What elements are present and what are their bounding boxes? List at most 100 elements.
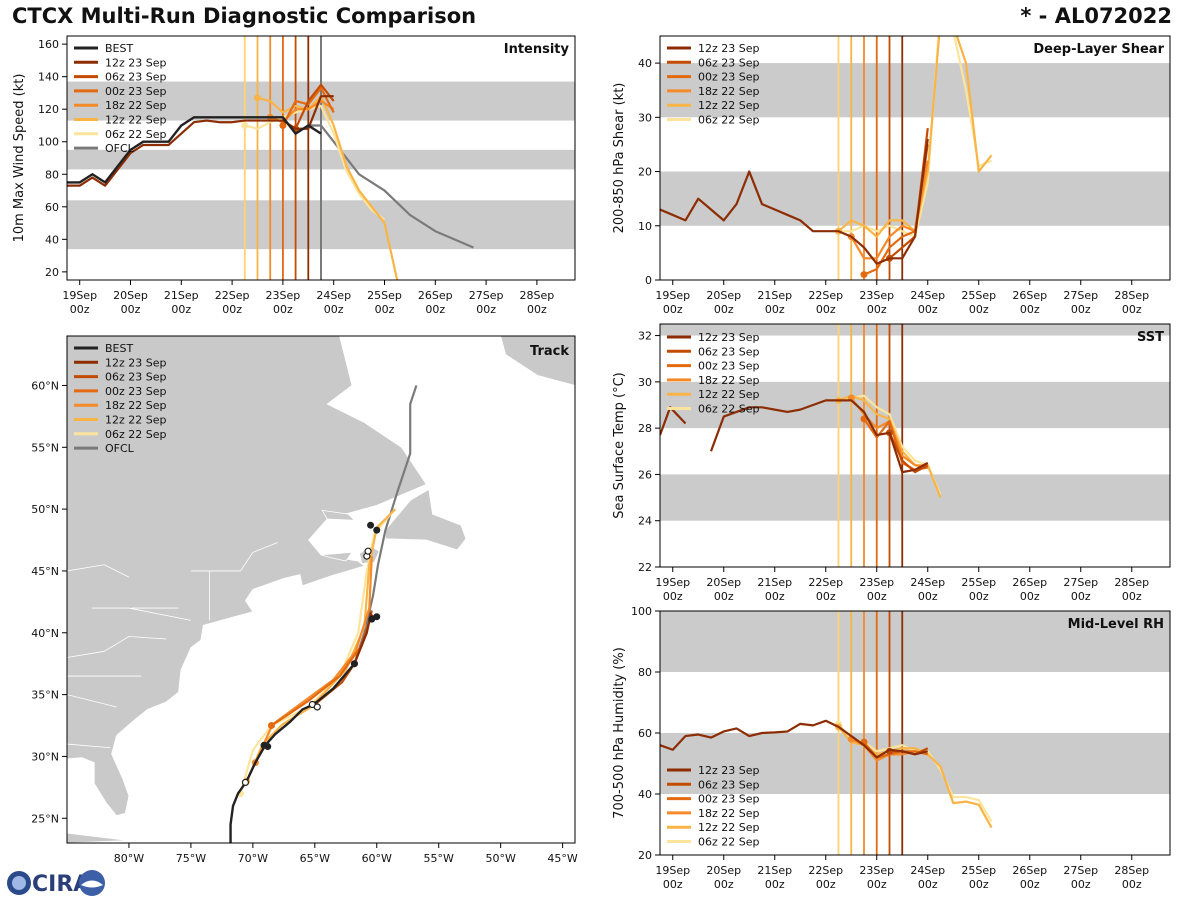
sst-xtick-label: 26Sep — [1012, 576, 1047, 589]
track-position-point-open — [364, 547, 372, 555]
intensity-xtick-label: 22Sep — [215, 289, 250, 302]
track-border-8 — [67, 743, 111, 749]
sst-band-1 — [660, 381, 1170, 429]
sst-xtick-label: 23Sep — [859, 576, 894, 589]
intensity-ytick-label: 40 — [45, 233, 59, 246]
shear-ytick-label: 10 — [638, 220, 652, 233]
rh-band-1 — [660, 611, 1170, 672]
sst-xtick-label: 20Sep — [706, 576, 741, 589]
intensity-ytick-label: 60 — [45, 201, 59, 214]
intensity-xtick-label: 19Sep — [62, 289, 97, 302]
sst-xtick-label: 28Sep — [1114, 576, 1149, 589]
rh-xtick-label: 27Sep — [1063, 864, 1098, 877]
intensity-legend-label: 06z 23 Sep — [105, 71, 167, 84]
rh-xtick-sublabel: 00z — [969, 878, 989, 891]
track-ytick-label: 55°N — [31, 441, 59, 454]
rh-legend-label: 00z 23 Sep — [698, 793, 760, 806]
track-land-6 — [67, 832, 129, 843]
shear-ytick-label: 40 — [638, 57, 652, 70]
sst-band-0 — [660, 474, 1170, 521]
track-land-0 — [67, 336, 427, 817]
intensity-xtick-label: 27Sep — [469, 289, 504, 302]
rh-ytick-label: 60 — [638, 727, 652, 740]
intensity-xtick-sublabel: 00z — [375, 303, 395, 316]
sst-xtick-sublabel: 00z — [867, 590, 887, 603]
sst-series-12z-23-sep — [709, 399, 929, 474]
shear-xtick-label: 24Sep — [910, 289, 945, 302]
sst-legend-label: 06z 23 Sep — [698, 345, 760, 358]
shear-xtick-label: 25Sep — [961, 289, 996, 302]
sst-series-06z-23-sep — [888, 432, 929, 474]
intensity-xtick-sublabel: 00z — [527, 303, 547, 316]
shear-xtick-sublabel: 00z — [1122, 303, 1142, 316]
track-legend-label: 12z 23 Sep — [105, 356, 167, 369]
track-xtick-label: 65°W — [300, 852, 330, 865]
track-xtick-label: 80°W — [114, 852, 144, 865]
rh-ytick-label: 100 — [631, 605, 652, 618]
intensity-xtick-sublabel: 00z — [121, 303, 141, 316]
sst-ytick-label: 32 — [638, 330, 652, 343]
shear-xtick-sublabel: 00z — [969, 303, 989, 316]
shear-xtick-label: 21Sep — [757, 289, 792, 302]
page-title: CTCX Multi-Run Diagnostic Comparison — [12, 4, 477, 28]
rh-ylabel: 700-500 hPa Humidity (%) — [612, 647, 627, 819]
rh-xtick-label: 23Sep — [859, 864, 894, 877]
shear-xtick-label: 20Sep — [706, 289, 741, 302]
track-series-12z-22-sep — [245, 508, 397, 782]
shear-band-1 — [660, 63, 1170, 118]
storm-id: * - AL072022 — [1020, 4, 1172, 28]
rh-ytick-label: 40 — [638, 788, 652, 801]
shear-xtick-label: 22Sep — [808, 289, 843, 302]
sst-xtick-sublabel: 00z — [816, 590, 836, 603]
sst-ylabel: Sea Surface Temp (°C) — [612, 372, 627, 519]
shear-ytick-label: 0 — [645, 274, 652, 287]
sst-ytick-label: 28 — [638, 422, 652, 435]
track-position-point — [367, 521, 375, 529]
sst-xtick-sublabel: 00z — [765, 590, 785, 603]
shear-plot-area — [660, 36, 1170, 280]
intensity-legend-label: 12z 22 Sep — [105, 114, 167, 127]
sst-legend-label: 00z 23 Sep — [698, 360, 760, 373]
intensity-run-start-point — [279, 121, 287, 129]
track-xtick-label: 70°W — [238, 852, 268, 865]
shear-legend-label: 00z 23 Sep — [698, 71, 760, 84]
rh-xtick-sublabel: 00z — [1071, 878, 1091, 891]
sst-xtick-sublabel: 00z — [1071, 590, 1091, 603]
sst-xtick-sublabel: 00z — [969, 590, 989, 603]
intensity-ytick-label: 100 — [38, 136, 59, 149]
rh-xtick-label: 22Sep — [808, 864, 843, 877]
shear-xtick-label: 28Sep — [1114, 289, 1149, 302]
track-series-18z-22-sep — [254, 556, 373, 764]
shear-title: Deep-Layer Shear — [1033, 42, 1164, 57]
intensity-series-06z-22-sep — [244, 104, 386, 221]
shear-xtick-sublabel: 00z — [816, 303, 836, 316]
shear-frame — [659, 35, 1171, 281]
track-xtick-label: 55°W — [424, 852, 454, 865]
intensity-ofcl-line — [308, 124, 474, 249]
shear-xtick-sublabel: 00z — [867, 303, 887, 316]
intensity-run-start-point — [254, 94, 261, 102]
sst-xtick-label: 19Sep — [655, 576, 690, 589]
shear-ylabel: 200-850 hPa Shear (kt) — [612, 83, 627, 234]
intensity-run-start-point — [241, 121, 249, 129]
track-legend-label: BEST — [105, 342, 133, 355]
rh-band-0 — [660, 733, 1170, 794]
track-land-2 — [385, 488, 467, 551]
intensity-legend-label: 06z 22 Sep — [105, 128, 167, 141]
sst-band-2 — [660, 324, 1170, 336]
intensity-series-12z-22-sep — [257, 95, 399, 280]
rh-series-12z-23-sep — [660, 719, 929, 759]
shear-xtick-label: 19Sep — [655, 289, 690, 302]
sst-xtick-label: 24Sep — [910, 576, 945, 589]
track-series-00z-23-sep — [270, 617, 372, 727]
rh-xtick-label: 28Sep — [1114, 864, 1149, 877]
track-best-line — [229, 662, 356, 843]
track-title: Track — [530, 344, 569, 359]
shear-run-start-point — [860, 271, 868, 279]
rh-ytick-label: 20 — [638, 849, 652, 862]
rh-xtick-label: 20Sep — [706, 864, 741, 877]
sst-legend-label: 12z 22 Sep — [698, 388, 760, 401]
shear-legend-label: 12z 23 Sep — [698, 42, 760, 55]
rh-xtick-sublabel: 00z — [765, 878, 785, 891]
intensity-series-06z-23-sep — [294, 83, 335, 130]
